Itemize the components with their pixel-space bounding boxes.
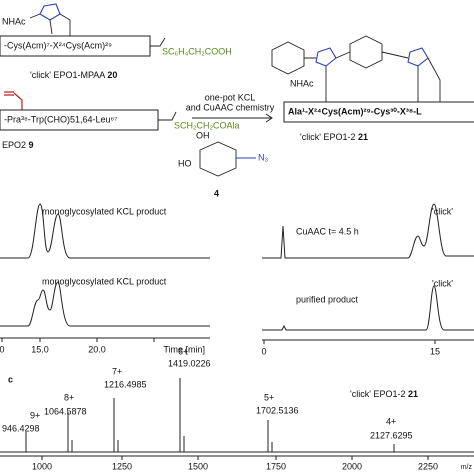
charge-label: 7+ bbox=[112, 366, 122, 376]
trace-label: purified product bbox=[296, 294, 359, 304]
hplc-left: monoglycosylated KCL product monoglycosy… bbox=[0, 203, 210, 354]
mz-label: 2127.6295 bbox=[370, 430, 413, 440]
charge-label: 4+ bbox=[386, 416, 396, 426]
peak-label: 'click' bbox=[432, 278, 453, 288]
x-axis bbox=[0, 337, 210, 342]
bond bbox=[158, 111, 177, 121]
mz-label: 1419.0226 bbox=[168, 358, 211, 368]
x-tick-label: 2250 bbox=[418, 461, 438, 471]
bonds bbox=[29, 13, 71, 36]
label: 'click' EPO1-2 21 bbox=[300, 132, 368, 142]
mz-label: 946.4298 bbox=[2, 423, 40, 433]
label-text: 'click' EPO1-MPAA bbox=[30, 70, 105, 80]
thioester: SC₆H₄CH₂COOH bbox=[162, 46, 232, 56]
x-tick-label: 15.0 bbox=[31, 344, 49, 354]
oh: OH bbox=[196, 130, 210, 140]
trace bbox=[0, 281, 210, 327]
x-tick-label: 20.0 bbox=[88, 344, 106, 354]
label: EPO2 9 bbox=[2, 140, 34, 150]
x-tick-label: 1000 bbox=[32, 461, 52, 471]
x-axis bbox=[0, 455, 474, 460]
ring bbox=[271, 41, 305, 75]
x-tick-label: 1750 bbox=[266, 461, 286, 471]
x-tick-label: 0 bbox=[261, 346, 266, 356]
peptide: Ala¹-X²⁴Cys(Acm)²⁹-Cys³⁰-X³⁸-L bbox=[288, 106, 422, 116]
condition: one-pot KCL bbox=[205, 92, 256, 102]
trace bbox=[262, 285, 474, 331]
panel-label: c bbox=[8, 374, 13, 384]
charge-label: 5+ bbox=[264, 392, 274, 402]
label-number: 9 bbox=[29, 140, 34, 150]
thioester: SCH₂CH₂COAla bbox=[174, 120, 240, 130]
ms: c 'click' EPO1-2 21 9+ 946.4298 8+ 1064.… bbox=[0, 346, 474, 471]
mz-label: 1702.5136 bbox=[256, 405, 299, 415]
x-axis-label: m/z bbox=[461, 464, 473, 471]
sm2: -Pra³⁸-Trp(CHO)51,64-Leu⁶⁷ SCH₂CH₂COAla … bbox=[0, 91, 240, 150]
label-number: 20 bbox=[107, 70, 117, 80]
alkyne bbox=[4, 91, 23, 110]
ring bbox=[349, 35, 383, 69]
label-text: 'click' EPO1-2 bbox=[300, 132, 355, 142]
bonds bbox=[304, 51, 441, 102]
trace bbox=[262, 203, 474, 259]
charge-label: 6+ bbox=[178, 346, 188, 356]
x-tick-label: 0 bbox=[0, 344, 5, 354]
trace bbox=[0, 203, 210, 259]
peptide-box bbox=[283, 101, 474, 123]
bond bbox=[150, 37, 166, 47]
x-tick-label: 15 bbox=[430, 346, 440, 356]
sm1: NHAc -Cys(Acm)⁷-X²⁴Cys(Acm)²⁹ SC₆H₄CH₂CO… bbox=[0, 3, 232, 80]
arrow bbox=[192, 113, 273, 123]
azide: N₃ bbox=[258, 152, 268, 162]
ho: HO bbox=[178, 158, 192, 168]
peak-label: 'click' bbox=[432, 206, 453, 216]
ms-title: 'click' EPO1-2 21 bbox=[350, 389, 418, 399]
compound-number: 4 bbox=[214, 188, 219, 198]
charge-label: 9+ bbox=[30, 410, 40, 420]
trace-label: monoglycosylated KCL product bbox=[42, 206, 167, 216]
label-number: 21 bbox=[358, 132, 368, 142]
product: NHAc Ala¹-X²⁴Cys(Acm)²⁹-Cys³⁰-X³⁸-L 'cli… bbox=[271, 35, 474, 142]
x-axis bbox=[262, 339, 474, 344]
condition: and CuAAC chemistry bbox=[186, 102, 275, 112]
mz-label: 1216.4985 bbox=[104, 379, 147, 389]
nhac: NHAc bbox=[2, 16, 26, 26]
trace-label: monoglycosylated KCL product bbox=[42, 276, 167, 286]
label: 'click' EPO1-MPAA 20 bbox=[30, 70, 117, 80]
peptide: -Pra³⁸-Trp(CHO)51,64-Leu⁶⁷ bbox=[4, 114, 117, 124]
sugar: OH HO N₃ 4 bbox=[178, 130, 268, 198]
x-tick-label: 1500 bbox=[188, 461, 208, 471]
x-axis-label: Time [min] bbox=[163, 344, 205, 354]
title-text: 'click' EPO1-2 bbox=[350, 389, 405, 399]
triazole bbox=[407, 47, 429, 67]
triazole bbox=[315, 47, 337, 67]
charge-label: 8+ bbox=[64, 392, 74, 402]
ring bbox=[199, 141, 237, 177]
trace-label: CuAAC t= 4.5 h bbox=[296, 226, 359, 236]
hplc-right: CuAAC t= 4.5 h 'click' purified product … bbox=[261, 203, 474, 356]
x-tick-label: 1250 bbox=[112, 461, 132, 471]
peptide: -Cys(Acm)⁷-X²⁴Cys(Acm)²⁹ bbox=[4, 40, 112, 50]
triazole bbox=[39, 3, 61, 21]
mz-label: 1064.5878 bbox=[44, 406, 87, 416]
spectrum bbox=[0, 378, 474, 453]
x-tick-label: 2000 bbox=[342, 461, 362, 471]
nhac: NHAc bbox=[290, 78, 314, 88]
title-number: 21 bbox=[408, 389, 418, 399]
label-text: EPO2 bbox=[2, 140, 26, 150]
